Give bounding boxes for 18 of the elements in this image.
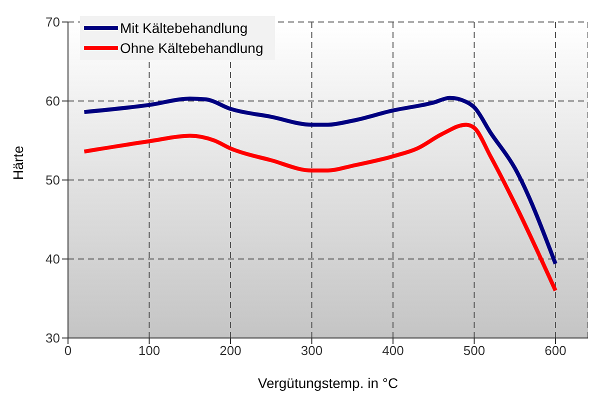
x-axis-title: Vergütungstemp. in °C bbox=[258, 375, 398, 391]
x-tick-label: 200 bbox=[220, 343, 242, 358]
legend-label: Mit Kältebehandlung bbox=[120, 19, 248, 38]
x-tick-label: 100 bbox=[138, 343, 160, 358]
x-tick-label: 600 bbox=[544, 343, 566, 358]
legend-label: Ohne Kältebehandlung bbox=[120, 39, 264, 58]
y-tick-label: 40 bbox=[46, 252, 60, 267]
x-tick-label: 400 bbox=[382, 343, 404, 358]
line-series bbox=[82, 96, 558, 266]
y-tick-label: 70 bbox=[46, 14, 60, 30]
y-axis-title: Härte bbox=[10, 146, 26, 180]
y-tick-label: 30 bbox=[46, 330, 60, 346]
y-tick-label: 50 bbox=[46, 172, 60, 188]
x-tick-label: 0 bbox=[64, 343, 72, 358]
line-series bbox=[82, 122, 558, 293]
y-tick-label: 60 bbox=[46, 94, 60, 109]
x-tick-label: 300 bbox=[300, 343, 323, 358]
x-tick-label: 500 bbox=[463, 343, 486, 358]
